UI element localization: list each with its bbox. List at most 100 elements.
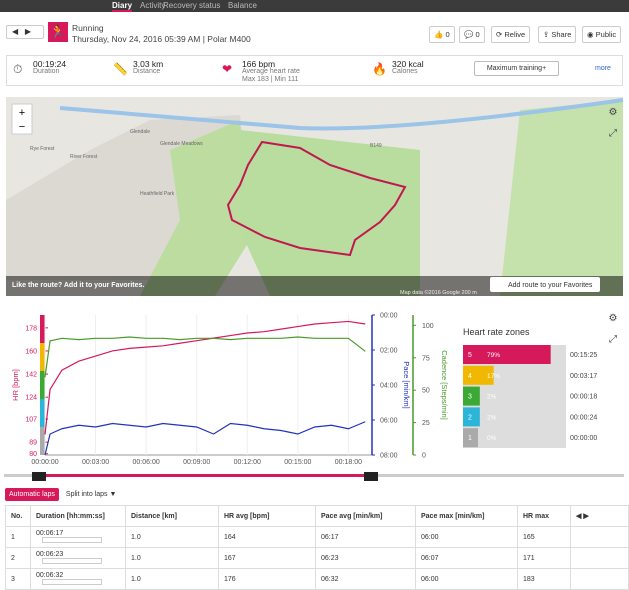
button-label: Share [551,30,572,39]
icon[interactable]: ⚙ [609,313,618,324]
comment-button[interactable]: 💬 0 [459,26,485,43]
header-row: No. Duration [hh:mm:ss] Distance [km] HR av… [5,505,629,527]
zone-percent: 0% [487,435,497,442]
cadence-tick-label: 75 [422,355,430,362]
like-button[interactable]: 👍 0 [429,26,455,43]
cell-text: 06:00 [421,575,439,583]
lap-tabs: Automatic laps Split into laps ▼ [5,488,629,503]
subtitle: Thursday, Nov 24, 2016 05:39 AM | Polar … [72,34,251,44]
cell: 171 [517,547,571,569]
cell-text: 00:06:23 [36,551,64,558]
pace-tick-label: 00:00 [380,313,398,320]
x-tick-label: 00:15:00 [284,459,311,466]
cell-text: 2 [11,554,15,562]
back-forward[interactable]: ◀ ▶ [6,25,44,39]
cell: 183 [517,568,571,590]
zone-number-cell [463,407,478,427]
zone-bar [478,407,480,427]
lap-row: 2 00:06:23 1.0 167 06:23 06:07 171 [5,547,629,569]
zone-number-cell [463,428,478,448]
map-label: Rye Forest [30,146,55,152]
summary-label: Duration [33,68,60,75]
cell [570,526,629,548]
nav-tab[interactable]: Balance [228,1,257,10]
lap-tab[interactable]: Split into laps ▼ [65,491,117,498]
duration-bar [42,579,102,586]
map-label: Heathfield Park [140,191,175,197]
pager[interactable]: ◀ ▶ [570,505,629,527]
zone-stripe [40,343,45,371]
lap-row: 1 00:06:17 1.0 164 06:17 06:00 165 [5,526,629,548]
summary-detail: Max 183 | Min 111 [242,76,299,83]
cell: 164 [218,526,316,548]
column-header: HR avg [bpm] [218,505,316,527]
pace-axis-label: Pace [min/km] [402,361,411,409]
series-line [44,336,366,378]
hr-tick-label: 89 [29,440,37,447]
zone-number: 5 [468,352,472,359]
summary-label: Calories [392,68,418,75]
pace-tick-label: 04:00 [380,383,398,390]
cell: 06:00 [415,526,518,548]
duration-bar [42,558,102,565]
zone-percent: 2% [487,394,497,401]
cell: 06:07 [415,547,518,569]
more-link[interactable]: more [595,65,611,72]
cell-text: 00:06:17 [36,530,64,537]
cadence-tick-label: 0 [422,453,426,460]
cell-text: 06:00 [421,533,439,541]
x-tick-label: 00:03:00 [82,459,109,466]
zone-number-cell [463,365,478,385]
zone-percent: 2% [487,414,497,421]
summary: ⏱ 00:19:24 Duration 📏 3.03 km Distance ❤ 166 bp… [6,55,623,86]
pace-tick-label: 02:00 [380,348,398,355]
cell: 2 [5,547,31,569]
column-header: No. [5,505,31,527]
series-line [44,320,366,435]
summary-value: 166 bpm [242,59,276,69]
zone-bar [478,365,494,385]
zone-percent: 79% [487,352,500,359]
nav-tab[interactable]: Diary [112,1,133,12]
nav-tab[interactable]: Activity [140,1,166,10]
cell: 00:06:23 [30,547,126,569]
cell-text: 171 [523,554,535,562]
summary-label: Average heart rate [242,68,300,75]
cell-text: 06:17 [321,533,339,541]
zone-time: 00:00:18 [570,394,597,401]
nav-tab[interactable]: Recovery status [163,1,221,10]
cell-text: 167 [224,554,236,562]
cell-text: 00:06:32 [36,572,64,579]
icon[interactable]: ⚙ [609,107,618,118]
icon[interactable]: ⤢ [609,128,617,139]
button-label: Relive [504,30,526,39]
cell-text: 06:07 [421,554,439,562]
cell: 1 [5,526,31,548]
map-label: River Forest [70,154,98,160]
cell: 176 [218,568,316,590]
likes: 0 [445,30,450,39]
lap-row: 3 00:06:32 1.0 176 06:32 06:00 183 [5,568,629,590]
favorite-button[interactable] [490,277,600,292]
summary-icon: ❤ [222,62,233,76]
cell-text: 06:32 [321,575,339,583]
header-button[interactable]: ⇪ Share [538,26,577,43]
lap-tab[interactable]: Automatic laps [5,488,59,501]
pace-tick-label: 08:00 [380,453,398,460]
cell: 1.0 [125,547,219,569]
map: +− [6,97,624,296]
map-attribution: Map data ©2016 Google 200 m [400,289,477,296]
cell: 06:00 [415,568,518,590]
top-nav: Diary Activity Recovery status Balance [0,0,629,12]
zone-stripe [40,371,45,399]
x-tick-label: 00:00:00 [31,459,58,466]
header-button[interactable]: ⟳ Relive [491,26,531,43]
training-button[interactable]: Maximum training+ [474,61,559,76]
icon[interactable]: ⤢ [609,334,617,345]
svg-text:−: − [19,121,25,133]
zone-number-cell [463,345,478,364]
cell-text: 3 [11,575,15,583]
zone-bar [478,386,480,406]
header-button[interactable]: ◉ Public [582,26,622,43]
